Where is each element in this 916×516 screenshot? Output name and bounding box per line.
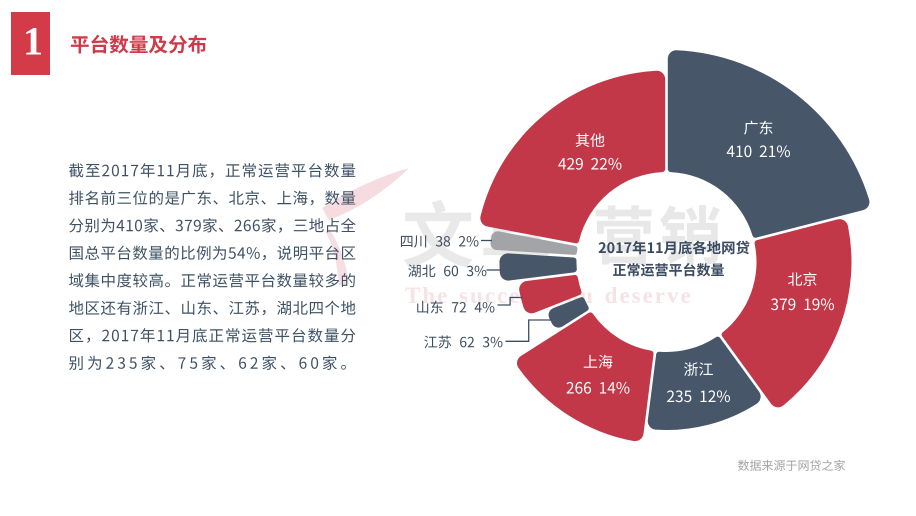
svg-text:1: 1 [23,18,43,63]
